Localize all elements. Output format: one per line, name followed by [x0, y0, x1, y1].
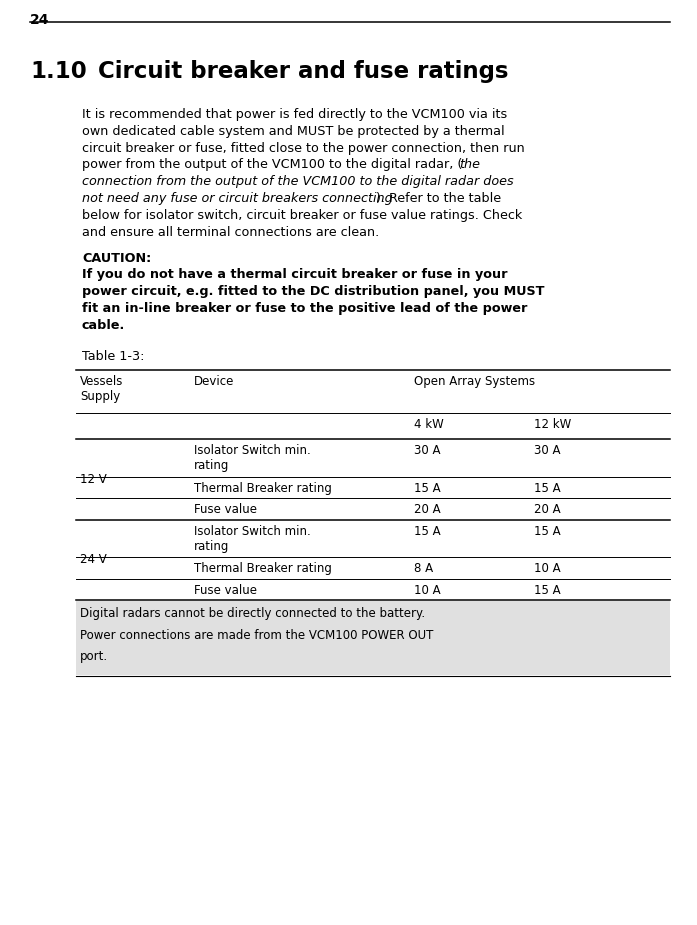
Text: CAUTION:: CAUTION: — [82, 253, 151, 265]
Text: 12 kW: 12 kW — [534, 417, 572, 430]
Text: Thermal Breaker rating: Thermal Breaker rating — [194, 482, 332, 495]
Text: 24 V: 24 V — [80, 553, 107, 566]
Text: port.: port. — [80, 650, 108, 663]
FancyBboxPatch shape — [76, 601, 670, 674]
Text: 15 A: 15 A — [534, 482, 560, 495]
Text: own dedicated cable system and MUST be protected by a thermal: own dedicated cable system and MUST be p… — [82, 125, 505, 138]
Text: Digital radars cannot be directly connected to the battery.: Digital radars cannot be directly connec… — [80, 607, 425, 620]
Text: below for isolator switch, circuit breaker or fuse value ratings. Check: below for isolator switch, circuit break… — [82, 209, 522, 222]
Text: connection from the output of the VCM100 to the digital radar does: connection from the output of the VCM100… — [82, 175, 514, 188]
Text: 1.10: 1.10 — [30, 60, 86, 83]
Text: 10 A: 10 A — [414, 584, 441, 597]
Text: 10 A: 10 A — [534, 562, 560, 575]
Text: cable.: cable. — [82, 319, 125, 332]
Text: power circuit, e.g. fitted to the DC distribution panel, you MUST: power circuit, e.g. fitted to the DC dis… — [82, 285, 544, 298]
Text: 12 V: 12 V — [80, 473, 107, 486]
Text: the: the — [459, 158, 480, 171]
Text: 24: 24 — [30, 13, 49, 27]
Text: 20 A: 20 A — [534, 503, 560, 516]
Text: 8 A: 8 A — [414, 562, 433, 575]
Text: It is recommended that power is fed directly to the VCM100 via its: It is recommended that power is fed dire… — [82, 108, 507, 121]
Text: If you do not have a thermal circuit breaker or fuse in your: If you do not have a thermal circuit bre… — [82, 268, 507, 281]
Text: Power connections are made from the VCM100 POWER OUT: Power connections are made from the VCM1… — [80, 629, 434, 642]
Text: Table 1-3:: Table 1-3: — [82, 350, 144, 363]
Text: fit an in-line breaker or fuse to the positive lead of the power: fit an in-line breaker or fuse to the po… — [82, 302, 528, 314]
Text: 4 kW: 4 kW — [414, 417, 444, 430]
Text: Fuse value: Fuse value — [194, 503, 257, 516]
Text: 20 A: 20 A — [414, 503, 441, 516]
Text: Open Array Systems: Open Array Systems — [414, 375, 535, 388]
Text: Isolator Switch min.
rating: Isolator Switch min. rating — [194, 524, 311, 552]
Text: 15 A: 15 A — [534, 584, 560, 597]
Text: Circuit breaker and fuse ratings: Circuit breaker and fuse ratings — [98, 60, 509, 83]
Text: 30 A: 30 A — [414, 444, 441, 457]
Text: and ensure all terminal connections are clean.: and ensure all terminal connections are … — [82, 226, 379, 239]
Text: Thermal Breaker rating: Thermal Breaker rating — [194, 562, 332, 575]
Text: 15 A: 15 A — [414, 524, 441, 537]
Text: 15 A: 15 A — [534, 524, 560, 537]
Text: not need any fuse or circuit breakers connecting: not need any fuse or circuit breakers co… — [82, 192, 392, 205]
Text: circuit breaker or fuse, fitted close to the power connection, then run: circuit breaker or fuse, fitted close to… — [82, 142, 525, 154]
Text: Device: Device — [194, 375, 234, 388]
Text: Isolator Switch min.
rating: Isolator Switch min. rating — [194, 444, 311, 472]
Text: ). Refer to the table: ). Refer to the table — [376, 192, 502, 205]
Text: Fuse value: Fuse value — [194, 584, 257, 597]
Text: 30 A: 30 A — [534, 444, 560, 457]
Text: power from the output of the VCM100 to the digital radar, (: power from the output of the VCM100 to t… — [82, 158, 462, 171]
Text: Vessels
Supply: Vessels Supply — [80, 375, 123, 402]
Text: 15 A: 15 A — [414, 482, 441, 495]
